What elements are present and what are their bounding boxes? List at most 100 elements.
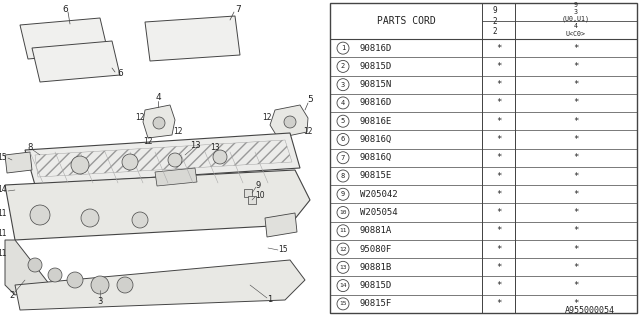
Circle shape bbox=[168, 153, 182, 167]
Text: 15: 15 bbox=[278, 245, 288, 254]
Text: *: * bbox=[573, 172, 579, 180]
Text: 11: 11 bbox=[0, 249, 7, 258]
Text: *: * bbox=[573, 80, 579, 89]
Text: 9
3
(U0,U1): 9 3 (U0,U1) bbox=[562, 2, 590, 22]
Text: *: * bbox=[573, 99, 579, 108]
Text: 13: 13 bbox=[210, 143, 220, 153]
Text: 90881A: 90881A bbox=[360, 226, 392, 235]
Text: *: * bbox=[573, 263, 579, 272]
Circle shape bbox=[337, 188, 349, 200]
Text: 12: 12 bbox=[173, 127, 183, 137]
Circle shape bbox=[337, 170, 349, 182]
Polygon shape bbox=[248, 196, 256, 204]
Polygon shape bbox=[155, 168, 197, 186]
Text: 10: 10 bbox=[339, 210, 347, 215]
Polygon shape bbox=[265, 213, 297, 237]
Circle shape bbox=[30, 205, 50, 225]
Polygon shape bbox=[32, 41, 120, 82]
Text: 11: 11 bbox=[0, 229, 7, 238]
Text: 90816Q: 90816Q bbox=[360, 153, 392, 162]
Text: 14: 14 bbox=[339, 283, 347, 288]
Text: *: * bbox=[496, 208, 501, 217]
Text: *: * bbox=[573, 208, 579, 217]
Text: 4
U<C0>: 4 U<C0> bbox=[566, 23, 586, 36]
Text: 9: 9 bbox=[341, 191, 345, 197]
Text: 14: 14 bbox=[0, 186, 7, 195]
Text: W205042: W205042 bbox=[360, 190, 397, 199]
Text: 90816D: 90816D bbox=[360, 44, 392, 52]
Text: 6: 6 bbox=[62, 5, 68, 14]
Text: *: * bbox=[496, 44, 501, 52]
Polygon shape bbox=[5, 170, 310, 240]
Circle shape bbox=[337, 79, 349, 91]
Text: 90815D: 90815D bbox=[360, 281, 392, 290]
Text: 90881B: 90881B bbox=[360, 263, 392, 272]
Text: 95080F: 95080F bbox=[360, 244, 392, 253]
Polygon shape bbox=[5, 152, 32, 173]
Text: 90815E: 90815E bbox=[360, 172, 392, 180]
Text: *: * bbox=[573, 281, 579, 290]
Text: 9
2
2: 9 2 2 bbox=[492, 6, 497, 36]
Circle shape bbox=[213, 150, 227, 164]
Text: 90816Q: 90816Q bbox=[360, 135, 392, 144]
Polygon shape bbox=[244, 189, 252, 197]
Text: *: * bbox=[496, 117, 501, 126]
Circle shape bbox=[91, 276, 109, 294]
Text: 11: 11 bbox=[0, 210, 7, 219]
Text: *: * bbox=[496, 135, 501, 144]
Text: 4: 4 bbox=[341, 100, 345, 106]
Text: *: * bbox=[573, 117, 579, 126]
Polygon shape bbox=[330, 3, 637, 313]
Text: *: * bbox=[496, 300, 501, 308]
Text: *: * bbox=[496, 263, 501, 272]
Circle shape bbox=[81, 209, 99, 227]
Text: *: * bbox=[573, 44, 579, 52]
Circle shape bbox=[48, 268, 62, 282]
Text: *: * bbox=[496, 281, 501, 290]
Circle shape bbox=[337, 243, 349, 255]
Text: 6: 6 bbox=[341, 136, 345, 142]
Text: 7: 7 bbox=[235, 5, 241, 14]
Text: 10: 10 bbox=[255, 191, 265, 201]
Circle shape bbox=[337, 115, 349, 127]
Text: *: * bbox=[573, 190, 579, 199]
Circle shape bbox=[337, 206, 349, 219]
Circle shape bbox=[71, 156, 89, 174]
Text: 2: 2 bbox=[341, 63, 345, 69]
Text: 3: 3 bbox=[97, 298, 102, 307]
Text: 1: 1 bbox=[341, 45, 345, 51]
Text: *: * bbox=[496, 244, 501, 253]
Circle shape bbox=[117, 277, 133, 293]
Polygon shape bbox=[20, 18, 108, 59]
Circle shape bbox=[28, 258, 42, 272]
Text: 11: 11 bbox=[339, 228, 347, 233]
Text: 8: 8 bbox=[28, 142, 33, 151]
Circle shape bbox=[337, 42, 349, 54]
Text: 90815D: 90815D bbox=[360, 62, 392, 71]
Circle shape bbox=[132, 212, 148, 228]
Text: 12: 12 bbox=[262, 114, 272, 123]
Text: *: * bbox=[573, 244, 579, 253]
Text: *: * bbox=[573, 62, 579, 71]
Text: *: * bbox=[573, 300, 579, 308]
Text: 12: 12 bbox=[135, 114, 145, 123]
Text: *: * bbox=[573, 135, 579, 144]
Text: *: * bbox=[573, 226, 579, 235]
Circle shape bbox=[337, 298, 349, 310]
Text: 2: 2 bbox=[10, 291, 15, 300]
Text: *: * bbox=[496, 80, 501, 89]
Circle shape bbox=[153, 117, 165, 129]
Text: 5: 5 bbox=[341, 118, 345, 124]
Text: *: * bbox=[496, 190, 501, 199]
Circle shape bbox=[337, 280, 349, 292]
Text: 7: 7 bbox=[341, 155, 345, 161]
Text: *: * bbox=[496, 172, 501, 180]
Text: 13: 13 bbox=[339, 265, 347, 270]
Text: 3: 3 bbox=[341, 82, 345, 88]
Circle shape bbox=[337, 152, 349, 164]
Text: 12: 12 bbox=[143, 138, 153, 147]
Text: *: * bbox=[496, 226, 501, 235]
Circle shape bbox=[337, 133, 349, 146]
Text: PARTS CORD: PARTS CORD bbox=[376, 16, 435, 26]
Text: 6: 6 bbox=[117, 68, 123, 77]
